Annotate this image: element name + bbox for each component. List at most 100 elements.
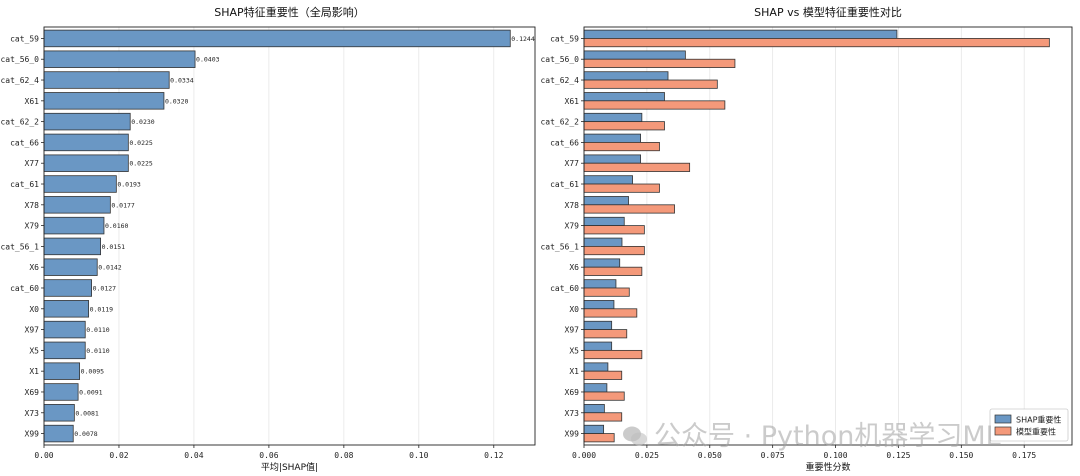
chart1-bar <box>43 154 129 172</box>
chart2-xtick-label: 0.175 <box>1012 451 1036 460</box>
chart2-ytick-label: X79 <box>565 222 580 231</box>
chart2-bar-model <box>583 287 630 297</box>
chart2-bar-model <box>583 79 718 89</box>
chart1-bar-value-label: 0.1244 <box>511 35 535 43</box>
chart2-bar-shap <box>583 258 621 268</box>
chart2-bar-shap <box>583 320 613 330</box>
chart2-bar-shap <box>583 216 625 227</box>
chart1-ytick-label: X73 <box>25 409 40 418</box>
chart1-xtick-label: 0.04 <box>184 451 203 460</box>
chart1-bar <box>43 362 81 380</box>
chart1-bar <box>43 300 90 318</box>
chart1-bar-value-label: 0.0091 <box>79 388 103 396</box>
chart2-ytick-label: X6 <box>569 263 579 272</box>
chart1-ytick-label: X5 <box>29 346 39 355</box>
chart2-xlabel: 重要性分数 <box>805 461 850 473</box>
chart2-bar-model <box>583 121 665 131</box>
chart2-ytick-label: X5 <box>569 346 579 355</box>
chart2-bar-model <box>583 245 645 256</box>
chart1-frame <box>43 26 536 446</box>
chart1-xtick-label: 0.10 <box>409 451 428 460</box>
chart1-ytick-label: cat_66 <box>10 138 39 147</box>
chart1-bar-value-label: 0.0078 <box>74 430 98 438</box>
chart1-ytick-label: cat_62_2 <box>0 118 39 127</box>
chart1-bar <box>43 424 74 443</box>
chart2-bar-shap <box>583 112 643 123</box>
chart1-bar-value-label: 0.0193 <box>117 181 141 189</box>
chart1-ytick-label: cat_62_4 <box>0 76 39 85</box>
chart1-xtick-label: 0.06 <box>259 451 278 460</box>
chart2-bar-shap <box>583 29 898 39</box>
chart1-bar <box>43 237 101 256</box>
chart2-ytick-label: X97 <box>565 326 580 335</box>
chart2-bar-model <box>583 100 726 110</box>
chart2-bar-model <box>583 391 625 401</box>
chart2-bar-model <box>583 58 736 68</box>
chart2-xtick-label: 0.100 <box>823 451 847 460</box>
chart2-ytick-label: cat_66 <box>550 138 579 147</box>
chart1-bar-value-label: 0.0225 <box>129 160 153 168</box>
chart1-bar <box>43 216 105 235</box>
chart2-bar-model <box>583 349 643 360</box>
chart2-ytick-label: X78 <box>565 201 580 210</box>
chart2-bar-shap <box>583 133 641 143</box>
chart2-ytick-label: X77 <box>565 159 580 168</box>
chart2-ytick-label: X99 <box>565 430 580 439</box>
chart1-xtick-label: 0.12 <box>484 451 503 460</box>
chart1-bar-value-label: 0.0127 <box>93 284 117 292</box>
chart1-xlabel: 平均|SHAP值| <box>261 461 318 473</box>
chart1-bar <box>43 133 129 152</box>
chart1-ytick-label: cat_56_0 <box>0 55 39 64</box>
chart2-legend-swatch <box>994 426 1012 436</box>
chart1-bar <box>43 92 165 110</box>
chart1-ytick-label: X79 <box>25 222 40 231</box>
chart1-bar <box>43 29 511 48</box>
chart1-bar <box>43 175 117 193</box>
chart1-bar <box>43 341 86 360</box>
chart2-bar-model <box>583 225 645 235</box>
chart1-ytick-label: X0 <box>29 305 39 314</box>
chart1-ytick-label: X69 <box>25 388 40 397</box>
chart2-bar-shap <box>583 383 608 393</box>
chart2-ytick-label: X61 <box>565 97 580 106</box>
chart1-bar <box>43 404 75 422</box>
chart2-xtick-label: 0.000 <box>572 451 596 460</box>
chart2-legend-swatch <box>994 414 1012 424</box>
chart2-bar-shap <box>583 196 629 206</box>
chart2-bar-model <box>583 308 638 318</box>
chart2-bar-shap <box>583 300 615 310</box>
chart1-bar-value-label: 0.0160 <box>105 222 129 230</box>
chart1-bar <box>43 196 111 214</box>
chart2-frame <box>583 26 1073 446</box>
chart1-ytick-label: cat_56_1 <box>0 242 39 251</box>
chart2-xtick-label: 0.125 <box>886 451 910 460</box>
chart2-bar-model <box>583 142 660 152</box>
chart2-bar-shap <box>583 341 613 351</box>
chart1-bar-value-label: 0.0320 <box>165 97 189 105</box>
chart2-bar-model <box>583 433 615 443</box>
chart2-bar-model <box>583 162 691 172</box>
chart1-bar <box>43 320 86 339</box>
chart2-ytick-label: X0 <box>569 305 579 314</box>
chart2-bar-shap <box>583 175 633 185</box>
chart1-ytick-label: X97 <box>25 326 40 335</box>
chart1-ytick-label: X6 <box>29 263 39 272</box>
chart2-bar-model <box>583 38 1050 48</box>
chart2-bar-shap <box>583 71 669 81</box>
chart2-ytick-label: cat_59 <box>550 34 579 43</box>
chart2-ytick-label: cat_60 <box>550 284 579 293</box>
chart2-ytick-label: cat_62_2 <box>540 118 579 127</box>
chart1-bar-value-label: 0.0095 <box>81 368 105 376</box>
chart2-ytick-label: X73 <box>565 409 580 418</box>
chart1-bar-value-label: 0.0151 <box>102 243 126 251</box>
chart1-ytick-label: X99 <box>25 430 40 439</box>
chart1-ytick-label: X78 <box>25 201 40 210</box>
chart2-bar-shap <box>583 237 623 247</box>
chart2-legend-label: SHAP重要性 <box>1016 415 1061 425</box>
chart1-bar-value-label: 0.0225 <box>129 139 153 147</box>
chart2-bar-shap <box>583 92 665 102</box>
chart2-bar-model <box>583 183 660 193</box>
chart2-bar-shap <box>583 154 641 164</box>
chart1-bar <box>43 383 79 401</box>
